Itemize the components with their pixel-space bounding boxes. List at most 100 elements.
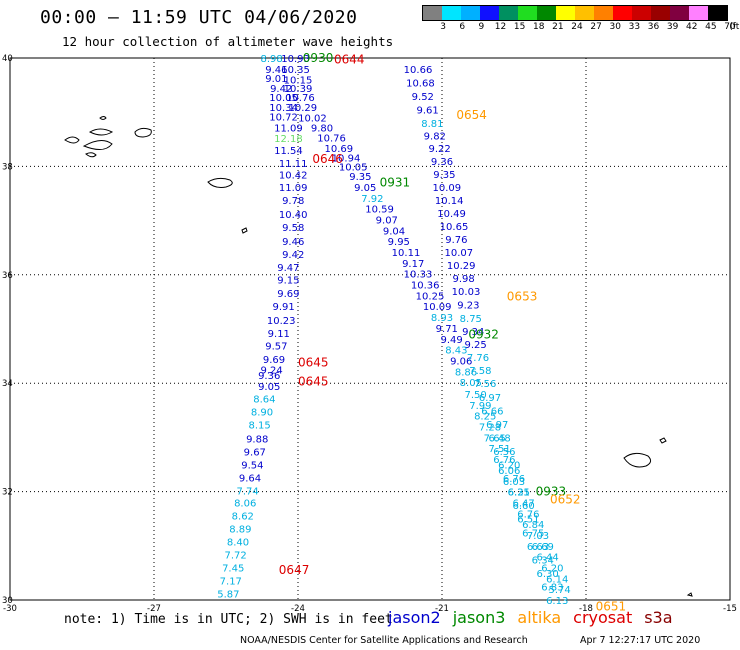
wave-height-reading: 12.18 (274, 134, 303, 145)
lon-tick-label: -27 (147, 604, 161, 614)
wave-height-reading: 7.28 (479, 423, 501, 434)
lon-tick-label: -21 (435, 604, 449, 614)
wave-height-reading: 10.02 (298, 114, 327, 125)
wave-height-reading: 9.11 (268, 329, 290, 340)
satellite-name: jason3 (452, 608, 506, 627)
pass-time-label: 0933 (536, 485, 567, 499)
wave-height-reading: 9.06 (450, 356, 472, 367)
wave-height-reading: 10.05 (339, 162, 368, 173)
legend-label: 21 (552, 22, 564, 32)
legend-swatch (461, 6, 480, 20)
pass-time-label: 0645 (298, 375, 329, 389)
wave-height-reading: 6.30 (536, 569, 558, 580)
legend-swatch (708, 6, 727, 20)
generated-timestamp: Apr 7 12:27:17 UTC 2020 (580, 635, 701, 646)
wave-height-reading: 9.05 (258, 382, 280, 393)
axis-tick-labels: -30 -27 -24 -21 -18 -15 30 32 34 36 38 40 (2, 54, 737, 614)
map-frame (9, 57, 731, 601)
satellite-name: altika (517, 608, 562, 627)
wave-height-reading: 9.49 (440, 335, 462, 346)
lat-tick-label: 40 (2, 54, 13, 64)
lat-tick-label: 30 (2, 596, 13, 606)
wave-height-reading: 9.95 (388, 237, 410, 248)
legend-label: 15 (513, 22, 526, 32)
small-island (659, 437, 667, 444)
wave-height-reading: 9.80 (311, 123, 333, 134)
legend-swatch (537, 6, 556, 20)
wave-height-reading: 6.35 (508, 488, 530, 499)
wave-height-reading: 10.39 (284, 84, 313, 95)
wave-height-reading: 9.71 (436, 324, 458, 335)
wave-height-reading: 7.74 (236, 487, 258, 498)
wave-height-reading: 8.98 (260, 54, 282, 65)
pass-time-labels: 0930 0644 0654 0646 0931 0653 0932 0645 0645 0933… (279, 51, 626, 614)
legend-swatch (651, 6, 670, 20)
credit-line: NOAA/NESDIS Center for Satellite Applica… (240, 635, 528, 646)
pass-time-label: 0645 (298, 356, 329, 370)
wave-height-reading: 9.36 (258, 371, 280, 382)
wave-height-reading: 9.52 (412, 92, 434, 103)
pass-time-label: 0930 (303, 51, 334, 65)
wave-height-reading: 10.29 (447, 261, 476, 272)
wave-height-reading: 6.47 (512, 498, 534, 509)
wave-height-reading: 10.15 (284, 76, 313, 87)
legend-label: 45 (705, 22, 717, 32)
azores-island (82, 140, 113, 150)
azores-island (99, 116, 107, 120)
wave-height-reading: 8.86 (455, 367, 477, 378)
wave-height-reading: 9.91 (272, 302, 294, 313)
wave-height-reading: 9.57 (265, 341, 287, 352)
wave-height-reading: 6.44 (536, 553, 558, 564)
wave-height-reading: 9.42 (270, 84, 292, 95)
wave-height-reading: 10.66 (404, 65, 433, 76)
wave-height-reading: 11.09 (274, 123, 303, 134)
wave-height-reading: 9.47 (277, 263, 299, 274)
wave-height-reading: 5.74 (548, 585, 570, 596)
wave-height-reading: 6.76 (517, 509, 539, 520)
legend-label: 42 (686, 22, 698, 32)
legend-label: 18 (533, 22, 545, 32)
legend-label: 70 (724, 22, 736, 32)
azores-island (64, 136, 80, 144)
azores-island (134, 127, 152, 138)
wave-height-reading: 10.93 (281, 54, 310, 65)
legend-unit: (ft) (729, 22, 740, 32)
legend-swatch (442, 6, 461, 20)
wave-height-reading: 6.97 (479, 393, 501, 404)
wave-height-reading: 6.06 (498, 466, 520, 477)
legend-label: 12 (494, 22, 507, 32)
legend-label: 24 (571, 22, 583, 32)
wave-height-reading: 6.21 (508, 488, 530, 499)
page-title: 00:00 – 11:59 UTC 04/06/2020 (40, 7, 358, 28)
wave-height-reading: 6.63 (527, 542, 549, 553)
wave-height-reading: 9.42 (282, 250, 304, 261)
legend-swatch (499, 6, 518, 20)
wave-height-reading: 9.35 (349, 172, 371, 183)
wave-height-reading: 8.05 (460, 378, 482, 389)
wave-height-reading: 10.29 (288, 103, 317, 114)
legend-swatch (632, 6, 651, 20)
pass-time-label: 0651 (596, 600, 627, 614)
lat-tick-label: 36 (2, 271, 13, 281)
pass-time-label: 0644 (334, 53, 365, 67)
satellite-name: jason2 (388, 608, 441, 627)
wave-height-reading: 8.75 (460, 314, 482, 325)
santa-maria-island (207, 177, 233, 188)
wave-height-reading: 8.62 (232, 511, 254, 522)
wave-height-reading: 9.05 (354, 183, 376, 194)
wave-height-reading: 6.20 (498, 461, 520, 472)
wave-height-reading: 7.92 (361, 194, 383, 205)
madeira-island (623, 452, 652, 468)
wave-height-color-legend (422, 5, 728, 21)
wave-height-reading: 11.11 (279, 159, 308, 170)
wave-height-reading: 11.09 (279, 183, 308, 194)
wave-height-reading: 9.35 (433, 170, 455, 181)
pass-time-label: 0654 (456, 108, 487, 122)
wave-height-reading: 6.76 (503, 474, 525, 485)
wave-height-reading: 10.59 (365, 205, 394, 216)
pass-time-label: 0653 (507, 289, 538, 303)
wave-height-reading: 10.35 (281, 65, 310, 76)
wave-height-reading: 9.67 (244, 447, 266, 458)
